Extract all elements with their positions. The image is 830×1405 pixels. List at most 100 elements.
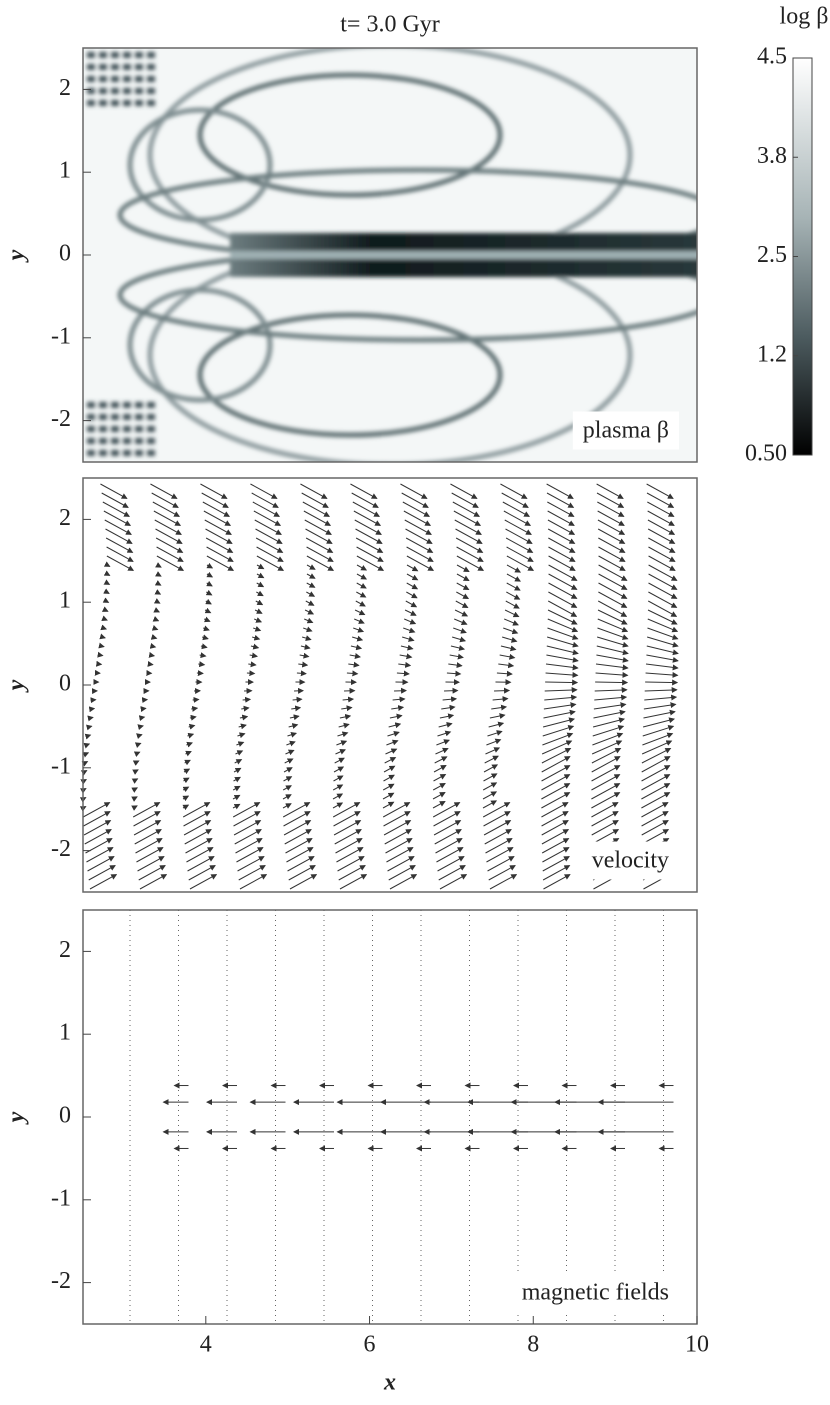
vector-arrow (541, 784, 569, 799)
vector-arrow (284, 777, 292, 781)
y-tick-label: -2 (51, 1268, 71, 1294)
vector-arrow (257, 565, 264, 569)
vector-arrow (457, 574, 469, 580)
vector-arrow (333, 794, 342, 799)
vector-arrow (548, 511, 574, 525)
vector-arrow (541, 793, 569, 808)
vector-arrow (543, 719, 574, 727)
vector-arrow (547, 502, 573, 516)
speckle (99, 438, 107, 444)
vector-arrow (334, 767, 343, 772)
vector-arrow (507, 556, 533, 570)
colorbar-tick-label: 0.50 (745, 441, 787, 467)
vector-arrow (104, 619, 107, 620)
vector-arrow (103, 628, 106, 629)
vector-arrow (257, 574, 264, 578)
vector-arrow (454, 619, 466, 624)
vector-arrow (596, 673, 628, 675)
vector-arrow (139, 726, 143, 727)
vector-arrow (485, 756, 498, 763)
vector-arrow (591, 784, 619, 799)
vector-arrow (646, 664, 678, 668)
y-tick-label: -1 (51, 1185, 71, 1211)
speckle (147, 76, 155, 82)
vector-arrow (100, 484, 126, 498)
vector-arrow (457, 583, 469, 589)
vector-arrow (549, 583, 577, 598)
y-tick-label: 2 (59, 75, 71, 101)
speckle (147, 64, 155, 70)
vector-arrow (206, 601, 211, 604)
vector-arrow (541, 803, 567, 817)
vector-arrow (284, 768, 292, 772)
vector-arrow (106, 538, 132, 552)
vector-arrow (207, 574, 212, 577)
vector-arrow (548, 538, 574, 552)
vector-arrow (207, 547, 233, 561)
vector-arrow (134, 779, 138, 781)
vector-arrow (599, 565, 627, 580)
x-tick-label: 6 (364, 1332, 376, 1358)
vector-arrow (592, 757, 620, 772)
speckle (111, 402, 119, 408)
vector-arrow (353, 502, 379, 516)
vector-arrow (542, 830, 568, 844)
vector-arrow (306, 529, 332, 543)
vector-arrow (206, 538, 232, 552)
vector-arrow (647, 502, 673, 516)
speckle (123, 64, 131, 70)
speckle (147, 402, 155, 408)
vector-arrow (647, 484, 673, 498)
speckle (87, 64, 95, 70)
vector-arrow (106, 601, 109, 602)
vector-arrow (357, 565, 366, 570)
vector-arrow (383, 784, 394, 790)
vector-arrow (643, 719, 674, 727)
vector-arrow (649, 583, 677, 598)
vector-arrow (591, 803, 617, 817)
vector-field (130, 910, 674, 1324)
vector-arrow (405, 520, 431, 534)
vector-arrow (642, 821, 668, 835)
vector-arrow (257, 583, 264, 587)
vector-arrow (406, 592, 417, 598)
vector-arrow (341, 707, 351, 709)
vector-arrow (447, 673, 460, 674)
vector-arrow (137, 735, 141, 736)
y-axis-label: y (4, 1111, 30, 1125)
vector-arrow (641, 803, 667, 817)
vector-arrow (184, 778, 189, 781)
vector-arrow (285, 759, 293, 763)
vector-arrow (506, 601, 519, 608)
vector-arrow (407, 556, 433, 570)
vector-arrow (595, 690, 627, 691)
vector-arrow (599, 583, 627, 598)
vector-arrow (193, 699, 199, 700)
vector-arrow (157, 574, 161, 576)
speckle (135, 426, 143, 432)
speckle (135, 76, 143, 82)
speckle (135, 100, 143, 106)
vector-arrow (301, 646, 310, 648)
vector-arrow (507, 583, 520, 590)
vector-arrow (641, 775, 669, 790)
speckle (87, 414, 95, 420)
vector-arrow (152, 637, 156, 638)
vector-arrow (646, 655, 677, 661)
vector-arrow (85, 753, 88, 754)
vector-arrow (233, 803, 259, 817)
speckle (147, 438, 155, 444)
vector-arrow (198, 664, 204, 665)
vector-arrow (507, 565, 520, 572)
vector-arrow (350, 655, 360, 657)
vector-arrow (307, 574, 315, 578)
vector-arrow (106, 592, 109, 593)
vector-arrow (384, 812, 410, 826)
vector-arrow (133, 803, 159, 817)
vector-arrow (335, 758, 344, 763)
vector-arrow (107, 565, 110, 566)
vector-arrow (400, 655, 412, 657)
vector-arrow (351, 646, 361, 648)
colorbar-label: log β (780, 4, 829, 30)
vector-arrow (545, 690, 577, 691)
